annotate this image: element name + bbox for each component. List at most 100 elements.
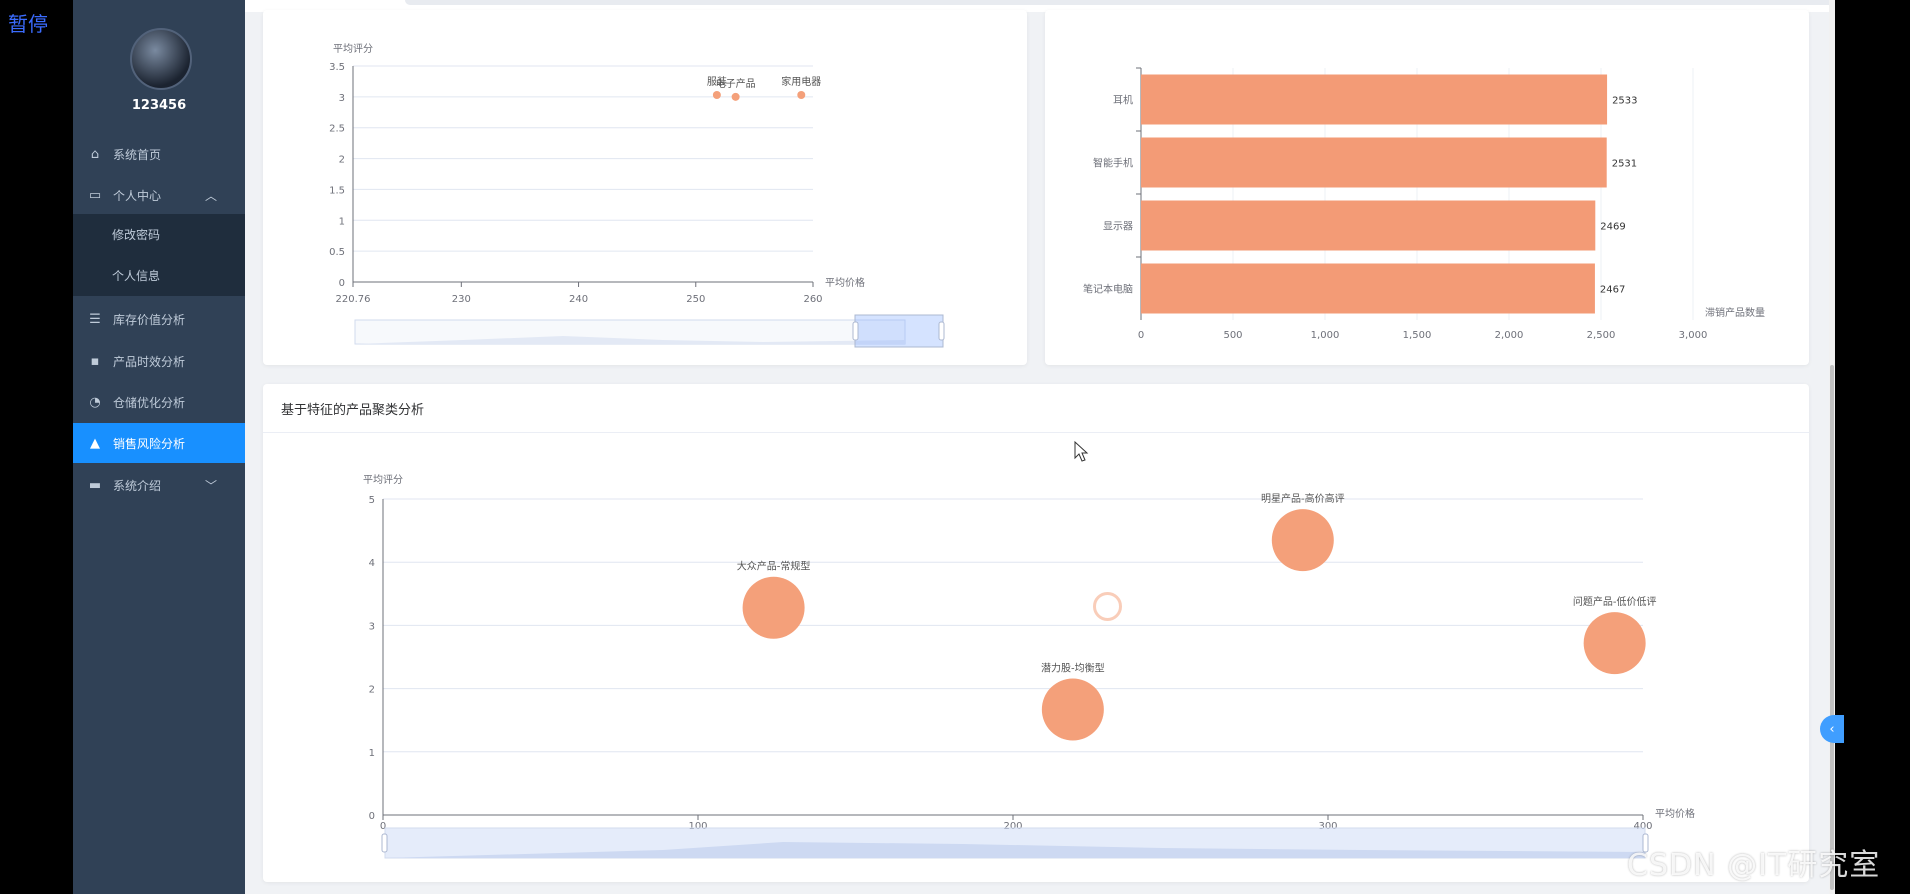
- bar-value-label: 2467: [1600, 285, 1625, 296]
- bar: [1141, 74, 1608, 125]
- comment-icon: ▪: [90, 353, 100, 369]
- y-tick-label: 笔记本电脑: [1083, 283, 1133, 296]
- chevron-down-icon: ﹀: [204, 478, 217, 493]
- y-tick-label: 2: [339, 155, 345, 166]
- x-tick-label: 0: [380, 821, 386, 832]
- submenu-personal-center: 修改密码 个人信息: [73, 214, 245, 296]
- scatter-point: [797, 91, 806, 100]
- unsold-products-bar-chart[interactable]: 0 500 1,000 1,500 2,000 2,500 3,000 耳机 2533 智能手机 2…: [1045, 10, 1809, 365]
- y-tick-label: 智能手机: [1093, 157, 1133, 170]
- x-tick-label: 250: [686, 294, 705, 305]
- list-icon: ☰: [89, 311, 101, 327]
- cluster-bubble: [1041, 678, 1104, 741]
- hover-ring: [1093, 591, 1122, 621]
- sidebar-item-label: 库存价值分析: [113, 312, 186, 327]
- top-search-bar: [245, 0, 1910, 12]
- price-rating-scatter-chart[interactable]: 0 0.5 1 1.5 2 2.5 3 3.5 220.76 230 240 250 260 平均评分平均…: [263, 10, 1027, 365]
- point-label: 电子产品: [716, 77, 756, 90]
- sidebar-item-home[interactable]: ⌂ 系统首页: [73, 134, 245, 174]
- x-tick-label: 500: [1223, 330, 1242, 341]
- cluster-bubble: [742, 576, 805, 639]
- x-axis-title: 滞销产品数量: [1705, 306, 1765, 319]
- price-rating-card: 0 0.5 1 1.5 2 2.5 3 3.5 220.76 230 240 250 260 平均评分 平均…: [263, 10, 1027, 365]
- bar-value-label: 2469: [1600, 222, 1625, 233]
- x-tick-label: 400: [1633, 821, 1652, 832]
- sidebar-item-warehouse-optimization[interactable]: ◔ 仓储优化分析: [73, 382, 245, 422]
- y-tick-label: 显示器: [1103, 221, 1133, 233]
- datazoom-handle: [1642, 833, 1649, 853]
- sidebar-item-label: 产品时效分析: [113, 354, 186, 369]
- sidebar-item-system-intro[interactable]: ▬ 系统介绍 ﹀: [73, 465, 245, 505]
- username: 123456: [131, 98, 187, 113]
- x-axis-title: 平均价格: [1655, 807, 1695, 820]
- id-card-icon: ▭: [88, 187, 102, 203]
- y-tick-label: 1.5: [329, 185, 345, 196]
- x-tick-label: 2,500: [1587, 330, 1616, 341]
- bubble-label: 大众产品-常规型: [737, 560, 811, 573]
- y-tick-label: 0: [369, 811, 375, 822]
- submenu-item-change-password[interactable]: 修改密码: [112, 228, 161, 242]
- sidebar-item-personal-center[interactable]: ▭ 个人中心 ︿: [73, 175, 245, 215]
- y-tick-label: 3: [339, 93, 345, 104]
- x-tick-label: 1,500: [1403, 330, 1432, 341]
- trend-icon: ▲: [90, 435, 100, 451]
- home-icon: ⌂: [90, 146, 100, 162]
- sidebar-item-sales-risk[interactable]: ▲ 销售风险分析: [73, 423, 245, 463]
- sidebar-item-inventory-value[interactable]: ☰ 库存价值分析: [73, 299, 245, 339]
- x-tick-label: 2,000: [1495, 330, 1524, 341]
- unsold-products-card: 0 500 1,000 1,500 2,000 2,500 3,000 耳机 2533 智能手机 2…: [1045, 10, 1809, 365]
- bar: [1141, 137, 1607, 188]
- scatter-point: [712, 91, 721, 100]
- main-content: 0 0.5 1 1.5 2 2.5 3 3.5 220.76 230 240 250 260 平均评分 平均…: [245, 0, 1910, 894]
- y-tick-label: 2: [369, 685, 375, 696]
- x-tick-label: 0: [1138, 330, 1144, 341]
- y-tick-label: 耳机: [1113, 94, 1133, 107]
- submenu-item-personal-info[interactable]: 个人信息: [112, 269, 161, 283]
- screen-border: [1835, 0, 1910, 894]
- y-tick-label: 2.5: [329, 124, 345, 135]
- pause-label[interactable]: 暂停: [8, 12, 48, 36]
- y-tick-label: 1: [369, 748, 375, 759]
- sidebar-item-label: 销售风险分析: [113, 436, 186, 451]
- datazoom-preview: [385, 842, 1645, 858]
- y-tick-label: 0.5: [329, 247, 345, 258]
- x-tick-label: 220.76: [336, 294, 371, 305]
- y-axis-title: 平均评分: [363, 474, 403, 486]
- x-tick-label: 3,000: [1679, 330, 1708, 341]
- avatar[interactable]: [130, 28, 192, 90]
- sidebar-item-product-timeliness[interactable]: ▪ 产品时效分析: [73, 341, 245, 381]
- bar-value-label: 2533: [1612, 96, 1637, 107]
- y-axis-title: 平均评分: [333, 43, 373, 55]
- bubble-label: 潜力股-均衡型: [1041, 661, 1105, 674]
- bubble-label: 明星产品-高价高评: [1261, 492, 1345, 505]
- scatter-point: [731, 92, 740, 101]
- scrollbar-thumb[interactable]: [1830, 365, 1834, 890]
- datazoom-selection: [854, 314, 944, 348]
- y-tick-label: 3.5: [329, 62, 345, 73]
- briefcase-icon: ▬: [88, 477, 102, 493]
- y-tick-label: 1: [339, 216, 345, 227]
- datazoom-preview: [355, 336, 905, 344]
- mouse-cursor-icon: [1074, 440, 1089, 462]
- x-tick-label: 200: [1003, 821, 1022, 832]
- cluster-analysis-card: 基于特征的产品聚类分析 0 1 2 3 4 5 0 100 200 300 400 平均评分 平均价格 大…: [263, 384, 1809, 882]
- watermark: CSDN @IT研究室: [1627, 848, 1881, 883]
- point-label: 家用电器: [781, 75, 821, 88]
- y-tick-label: 5: [369, 495, 375, 506]
- x-tick-label: 240: [569, 294, 588, 305]
- x-tick-label: 230: [452, 294, 471, 305]
- datazoom-handle: [852, 321, 859, 341]
- card-title: 基于特征的产品聚类分析: [263, 384, 1809, 433]
- bar-value-label: 2531: [1612, 159, 1637, 170]
- x-tick-label: 300: [1318, 821, 1337, 832]
- collapse-toggle-button[interactable]: ‹: [1820, 715, 1844, 743]
- x-tick-label: 1,000: [1311, 330, 1340, 341]
- sidebar-item-label: 个人中心: [113, 188, 162, 203]
- y-tick-label: 4: [369, 558, 375, 569]
- bar: [1141, 200, 1596, 251]
- bubble-label: 问题产品-低价低评: [1573, 595, 1657, 608]
- x-tick-label: 260: [803, 294, 822, 305]
- datazoom-handle: [938, 321, 945, 341]
- x-axis-title: 平均价格: [825, 276, 865, 289]
